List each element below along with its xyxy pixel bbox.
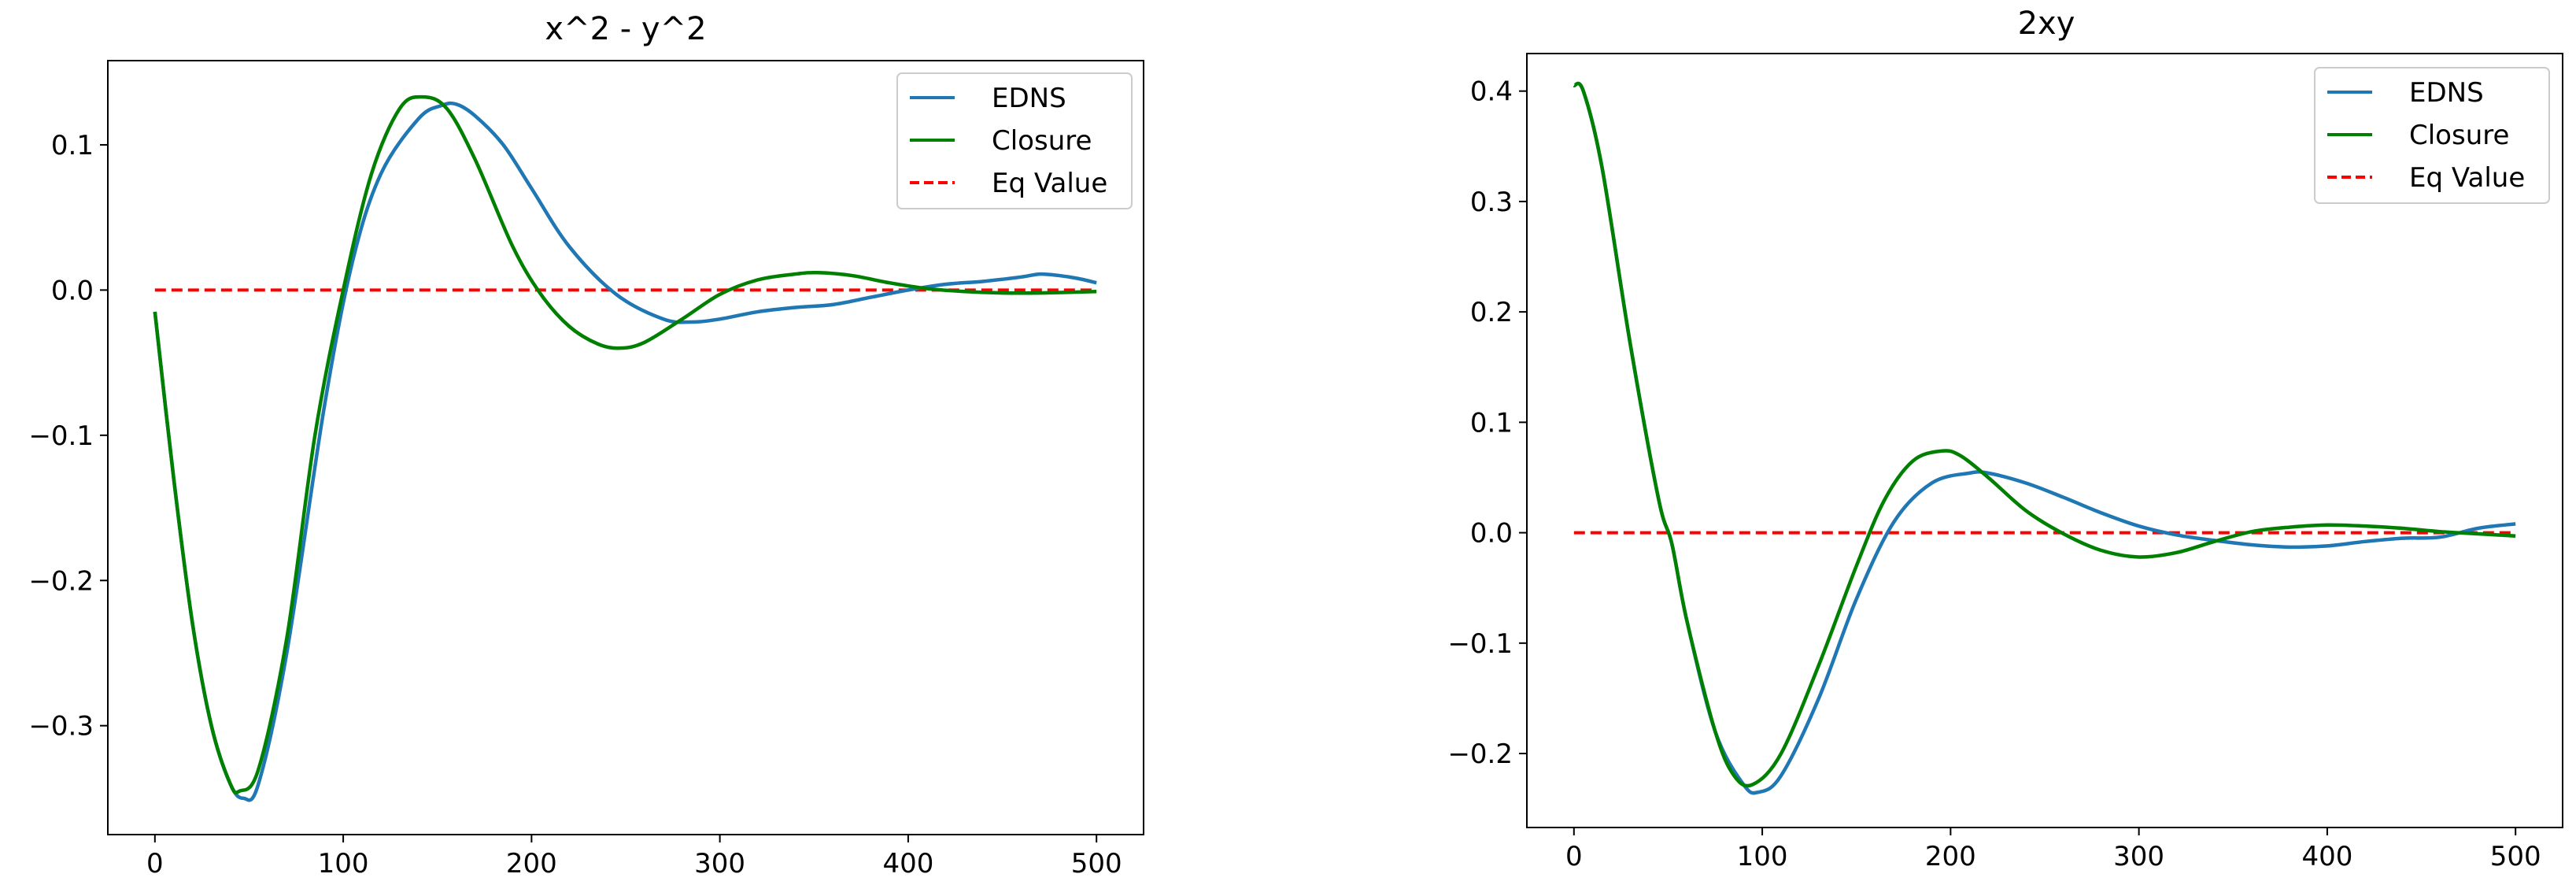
chart-2-xtick-label: 100 (1737, 841, 1788, 872)
chart-2-ytick-label: −0.2 (1447, 739, 1513, 770)
chart-1-legend-label-eq-value: Eq Value (992, 168, 1107, 199)
chart-2-ytick-label: −0.1 (1447, 628, 1513, 660)
chart-2-xtick-label: 200 (1925, 841, 1976, 872)
chart-1-legend-label-closure: Closure (992, 125, 1092, 157)
chart-1-ytick-label: −0.1 (28, 420, 94, 452)
chart-1-xtick-label: 200 (506, 848, 557, 879)
chart-2-title: 2xy (2018, 6, 2075, 42)
chart-1-axes-frame (107, 60, 1144, 835)
chart-2-ytick-label: 0.2 (1470, 297, 1513, 328)
chart-1-ytick-label: 0.1 (51, 130, 94, 161)
chart-1-title: x^2 - y^2 (545, 11, 706, 47)
chart-2-xtick-label: 300 (2113, 841, 2164, 872)
chart-2-legend-label-edns: EDNS (2409, 77, 2484, 109)
chart-2-ytick-label: 0.1 (1470, 407, 1513, 439)
chart-2-legend: EDNS Closure Eq Value (2314, 67, 2550, 204)
chart-2-ytick-label: 0.3 (1470, 187, 1513, 218)
chart-panel-2: 2xy 0 100 200 300 400 500 −0.2 −0.1 0.0 0.1 0.2 0.3… (1447, 6, 2563, 872)
chart-2-ytick-label: 0.4 (1470, 76, 1513, 108)
chart-1-legend: EDNS Closure Eq Value (896, 72, 1133, 209)
chart-1-legend-box (896, 72, 1133, 209)
chart-1-xtick-label: 100 (318, 848, 369, 879)
chart-2-axes-frame (1526, 53, 2563, 828)
chart-1-xtick-label: 0 (146, 848, 164, 879)
chart-2-plot: 0 100 200 300 400 500 −0.2 −0.1 0.0 0.1 0.2 0.3 0.4 (1447, 76, 2541, 872)
chart-1-plot: 0 100 200 300 400 500 −0.3 −0.2 −0.1 0.0 0.1 (28, 94, 1122, 879)
chart-1-ytick-label: 0.0 (51, 275, 94, 306)
chart-2-legend-label-closure: Closure (2409, 120, 2509, 151)
chart-1-series-edns (153, 101, 1097, 802)
chart-1-ytick-label: −0.2 (28, 565, 94, 597)
chart-2-xtick-label: 400 (2301, 841, 2352, 872)
chart-panel-1: x^2 - y^2 0 100 200 300 400 500 −0.3 −0.2 −0.1 0.… (28, 11, 1144, 879)
chart-1-xtick-label: 500 (1071, 848, 1122, 879)
chart-2-series-closure (1573, 81, 2516, 788)
chart-1-xtick-label: 300 (694, 848, 745, 879)
chart-2-xtick-label: 0 (1565, 841, 1583, 872)
chart-1-legend-label-edns: EDNS (992, 83, 1066, 114)
chart-1-series-closure (153, 94, 1097, 794)
chart-2-legend-label-eq-value: Eq Value (2409, 162, 2525, 194)
chart-2-ytick-label: 0.0 (1470, 518, 1513, 550)
chart-2-xtick-label: 500 (2490, 841, 2541, 872)
chart-1-ytick-label: −0.3 (28, 711, 94, 742)
chart-1-xtick-label: 400 (882, 848, 933, 879)
chart-2-legend-box (2314, 67, 2550, 204)
